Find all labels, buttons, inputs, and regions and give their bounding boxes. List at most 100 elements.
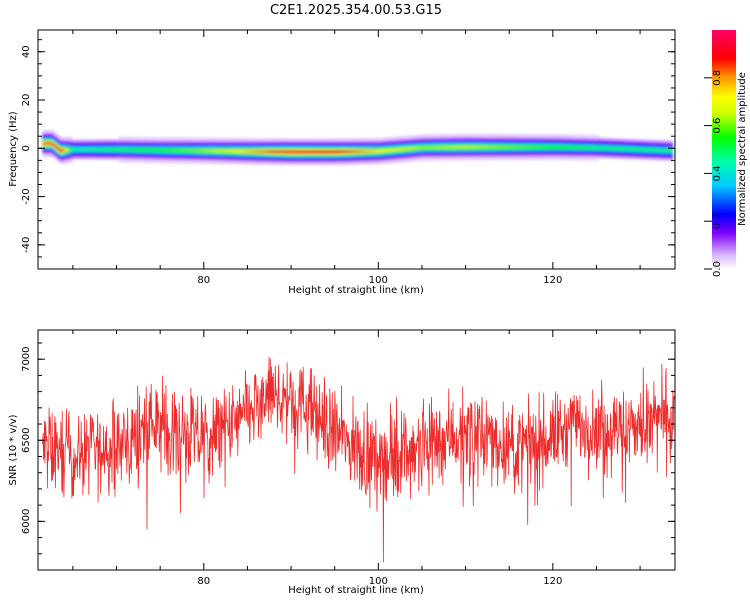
heatmap-cell bbox=[308, 150, 311, 154]
heatmap-cell bbox=[136, 148, 139, 152]
heatmap-cell bbox=[312, 150, 315, 154]
heatmap-cell bbox=[140, 148, 143, 152]
heatmap-cell bbox=[268, 149, 271, 154]
heatmap-cell bbox=[280, 150, 283, 154]
heatmap-cell bbox=[172, 148, 175, 153]
heatmap-cell bbox=[392, 148, 395, 152]
spectrogram-x-tick-label: 100 bbox=[369, 275, 388, 286]
heatmap-cell bbox=[444, 145, 447, 150]
heatmap-cell bbox=[368, 149, 371, 154]
heatmap-cell bbox=[356, 149, 359, 154]
heatmap-cell bbox=[362, 149, 365, 154]
heatmap-cell bbox=[262, 149, 265, 154]
heatmap-cell bbox=[450, 145, 453, 149]
heatmap-cell bbox=[656, 148, 659, 152]
heatmap-cell bbox=[398, 147, 401, 152]
snr-x-tick-label: 100 bbox=[369, 576, 388, 587]
heatmap-cell bbox=[64, 148, 67, 152]
heatmap-cell bbox=[164, 148, 167, 152]
heatmap-cell bbox=[486, 145, 489, 149]
heatmap-cell bbox=[70, 148, 73, 152]
heatmap-cell bbox=[608, 146, 611, 150]
heatmap-cell bbox=[446, 145, 449, 149]
heatmap-cell bbox=[304, 150, 307, 154]
heatmap-cell bbox=[160, 148, 163, 152]
heatmap-cell bbox=[546, 145, 549, 149]
heatmap-cell bbox=[94, 147, 97, 152]
heatmap-cell bbox=[464, 145, 467, 149]
heatmap-cell bbox=[186, 148, 189, 153]
heatmap-cell bbox=[630, 147, 633, 151]
heatmap-cell bbox=[306, 150, 309, 154]
heatmap-cell bbox=[470, 145, 473, 149]
heatmap-cell bbox=[190, 148, 193, 153]
heatmap-cell bbox=[44, 141, 47, 146]
heatmap-cell bbox=[420, 146, 423, 150]
heatmap-cell bbox=[526, 145, 529, 149]
heatmap-cell bbox=[410, 146, 413, 151]
heatmap-cell bbox=[468, 145, 471, 149]
heatmap-cell bbox=[402, 147, 405, 151]
spectrogram-y-tick-label: 0 bbox=[21, 145, 32, 151]
heatmap-cell bbox=[184, 148, 187, 153]
heatmap-cell bbox=[260, 149, 263, 154]
heatmap-cell bbox=[628, 147, 631, 151]
heatmap-cell bbox=[238, 149, 241, 153]
heatmap-cell bbox=[654, 148, 657, 152]
heatmap-cell bbox=[520, 145, 523, 149]
heatmap-cell bbox=[664, 148, 667, 153]
heatmap-cell bbox=[296, 150, 299, 154]
heatmap-cell bbox=[328, 150, 331, 154]
colorbar-tick-label: 0.8 bbox=[712, 70, 723, 86]
heatmap-cell bbox=[548, 145, 551, 149]
heatmap-cell bbox=[258, 149, 261, 154]
heatmap-cell bbox=[288, 150, 291, 154]
heatmap-cell bbox=[478, 145, 481, 149]
heatmap-cell bbox=[192, 148, 195, 153]
heatmap-cell bbox=[48, 141, 51, 146]
heatmap-cell bbox=[648, 148, 651, 152]
heatmap-cell bbox=[286, 150, 289, 154]
heatmap-cell bbox=[432, 145, 435, 150]
heatmap-cell bbox=[214, 149, 217, 153]
heatmap-cell bbox=[266, 149, 269, 154]
heatmap-cell bbox=[320, 150, 323, 154]
heatmap-cell bbox=[72, 147, 75, 152]
heatmap-cell bbox=[50, 141, 53, 146]
heatmap-cell bbox=[124, 147, 127, 152]
heatmap-cell bbox=[278, 150, 281, 154]
colorbar-label: Normalized spectral amplitude bbox=[737, 72, 748, 226]
heatmap-cell bbox=[586, 145, 589, 150]
heatmap-cell bbox=[634, 147, 637, 151]
heatmap-cell bbox=[96, 147, 99, 152]
heatmap-cell bbox=[612, 146, 615, 151]
heatmap-cell bbox=[572, 145, 575, 150]
heatmap-cell bbox=[532, 145, 535, 149]
heatmap-cell bbox=[294, 150, 297, 154]
heatmap-cell bbox=[232, 149, 235, 153]
heatmap-cell bbox=[110, 147, 113, 152]
heatmap-cell bbox=[538, 145, 541, 149]
heatmap-cell bbox=[602, 146, 605, 150]
spectrogram-x-tick-label: 80 bbox=[197, 275, 210, 286]
heatmap-cell bbox=[130, 148, 133, 152]
heatmap-cell bbox=[400, 147, 403, 152]
heatmap-cell bbox=[88, 147, 91, 152]
colorbar-tick-label: 0.6 bbox=[712, 118, 723, 134]
heatmap-cell bbox=[118, 147, 121, 152]
heatmap-cell bbox=[452, 145, 455, 149]
heatmap-cell bbox=[414, 146, 417, 150]
heatmap-cell bbox=[340, 150, 343, 154]
heatmap-cell bbox=[344, 150, 347, 154]
heatmap-cell bbox=[230, 149, 233, 153]
heatmap-cell bbox=[490, 145, 493, 149]
heatmap-cell bbox=[658, 148, 661, 152]
heatmap-cell bbox=[562, 145, 565, 149]
heatmap-cell bbox=[58, 147, 61, 152]
heatmap-cell bbox=[334, 150, 337, 154]
heatmap-cell bbox=[554, 145, 557, 149]
heatmap-cell bbox=[584, 145, 587, 150]
snr-y-ticks: 6000 6500 7000 bbox=[21, 342, 675, 571]
heatmap-cell bbox=[104, 147, 107, 152]
heatmap-cell bbox=[488, 145, 491, 149]
